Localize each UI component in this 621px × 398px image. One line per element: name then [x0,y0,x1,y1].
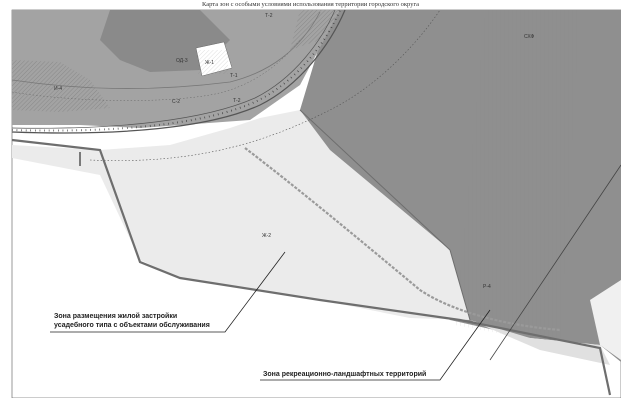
callout-residential: Зона размещения жилой застройки усадебно… [54,312,210,330]
zone-residential-light [12,110,470,320]
railway-line-1 [11,9,346,134]
road-curve [11,11,321,89]
zone-label-od3: ОД-3 [176,58,188,64]
zone-label-s2: С-2 [172,99,180,105]
zone-hatched-block-fill [198,50,228,74]
straight-line [489,164,621,361]
callout-leader-recreation [260,309,491,381]
zone-label-t2: Т-2 [233,98,241,104]
callout-leader-residential [50,251,286,333]
callout-residential-line1: Зона размещения жилой застройки [54,313,178,320]
boundary-southwest [11,138,612,396]
railway-ticks [11,9,341,132]
railway-line-2 [11,9,336,129]
dotted-boundary-1 [89,9,441,161]
zone-label-i4: И-4 [54,86,62,92]
stream-line [244,147,561,332]
zone-bottom-right-light [590,280,621,360]
zone-hatched-top-right [290,10,340,50]
zone-label-zh2: Ж-2 [262,233,271,239]
zone-vertical-strip [455,10,580,345]
zone-label-zh1: Ж-1 [205,60,214,66]
zone-label-sh: СХФ [524,34,534,40]
zone-dark-pocket [100,10,230,72]
zone-label-t1: Т-1 [230,73,238,79]
zone-label-r4: Р-4 [483,284,491,290]
callout-recreation: Зона рекреационно-ландшафтных территорий [263,371,427,378]
zone-label-t2-top: Т-2 [265,13,273,19]
map-title: Карта зон с особыми условиями использова… [201,1,419,8]
dotted-boundary-2 [11,39,301,101]
boundary-diagonal [299,109,471,321]
zone-recreation-wedge [470,320,610,365]
callout-residential-line2: усадебного типа с объектами обслуживания [54,322,210,329]
